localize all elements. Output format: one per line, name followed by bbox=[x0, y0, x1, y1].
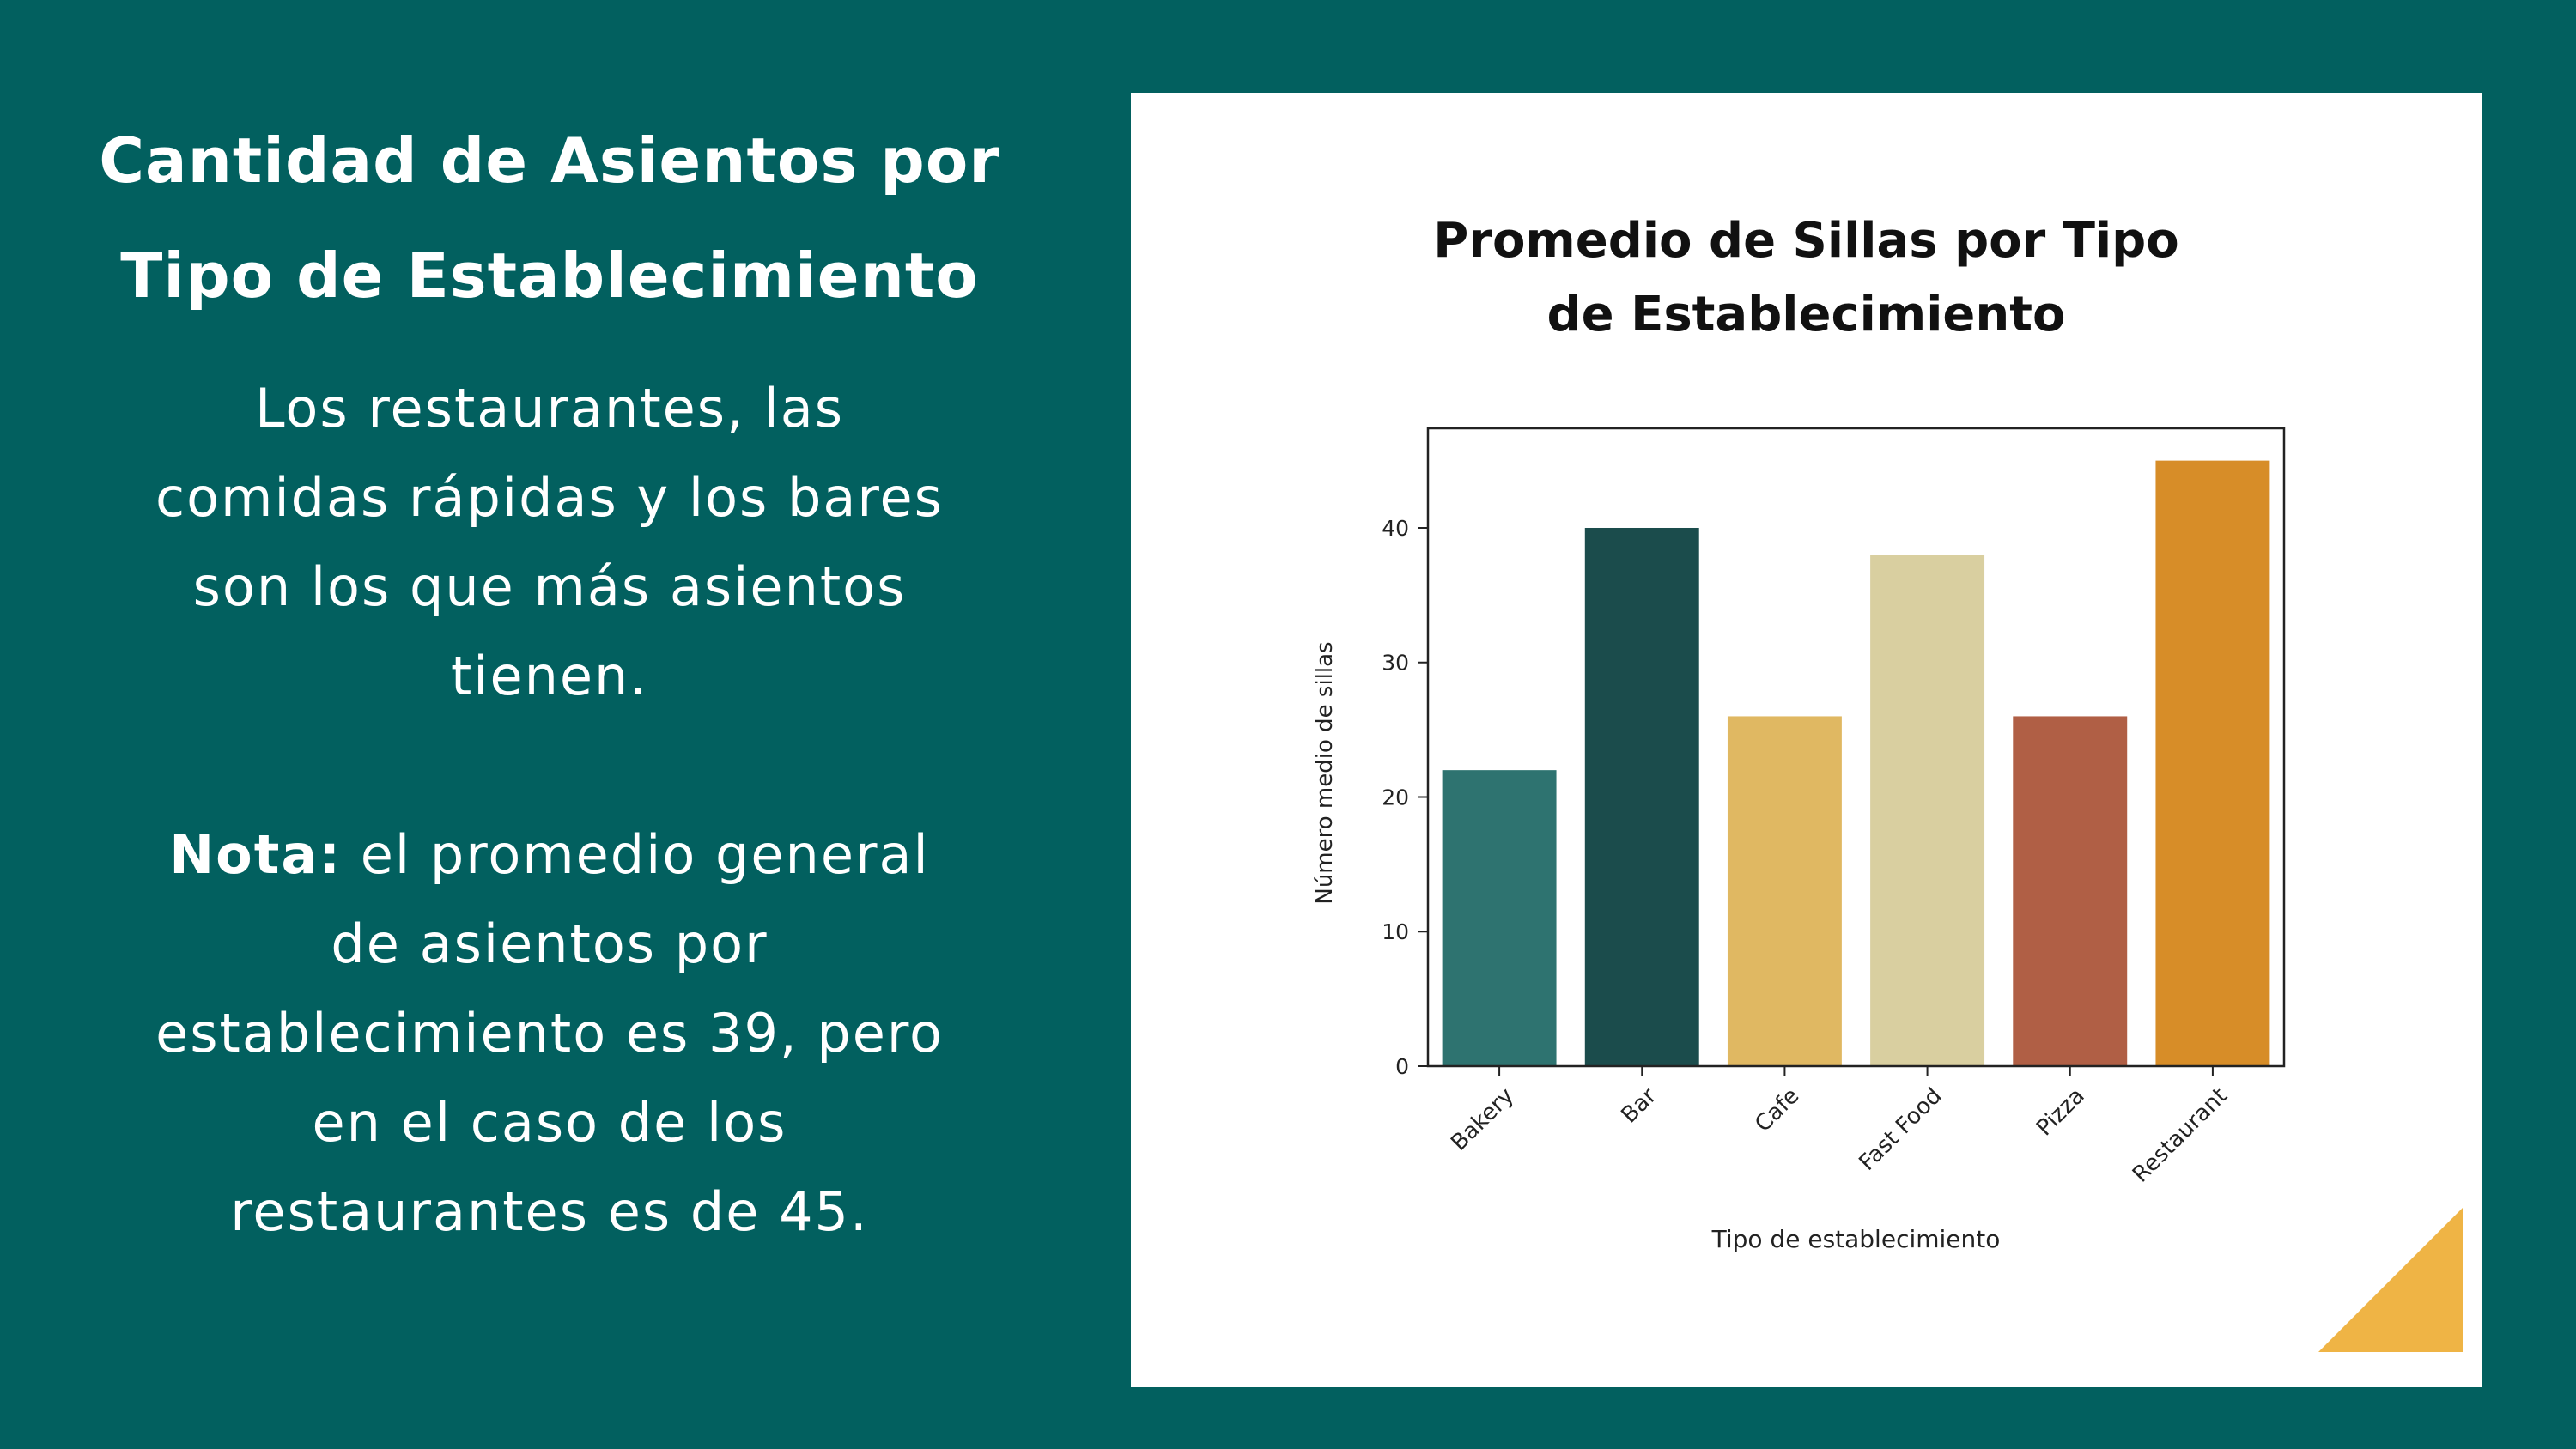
y-tick-label-20: 20 bbox=[1382, 785, 1409, 809]
note-line-1: Nota: el promedio general bbox=[77, 810, 1022, 900]
slide-heading-line-2: Tipo de Establecimiento bbox=[77, 218, 1022, 333]
bar-chart: 0 10 20 30 40 Bakery Bar Cafe Fast Food Pizza Rest… bbox=[1131, 93, 2482, 1387]
x-tick-label-fast-food: Fast Food bbox=[1854, 1083, 1947, 1176]
note-paragraph: Nota: el promedio general de asientos po… bbox=[77, 810, 1022, 1257]
summary-line-1: Los restaurantes, las bbox=[77, 364, 1022, 453]
bar-bakery bbox=[1443, 770, 1557, 1066]
bar-restaurant bbox=[2155, 461, 2269, 1066]
note-line-4: en el caso de los bbox=[77, 1078, 1022, 1167]
x-tick-label-bakery: Bakery bbox=[1446, 1083, 1519, 1156]
note-text-1: el promedio general bbox=[342, 823, 930, 886]
chart-card: Promedio de Sillas por Tipo de Estableci… bbox=[1131, 93, 2482, 1387]
bar-pizza bbox=[2013, 716, 2127, 1066]
x-tick-label-pizza: Pizza bbox=[2032, 1083, 2090, 1142]
y-axis-label: Número medio de sillas bbox=[1312, 641, 1338, 904]
left-text-panel: Cantidad de Asientos por Tipo de Estable… bbox=[77, 103, 1022, 1257]
note-line-2: de asientos por bbox=[77, 900, 1022, 989]
bar-bar bbox=[1585, 528, 1699, 1066]
y-tick-label-40: 40 bbox=[1382, 516, 1409, 541]
x-tick-label-cafe: Cafe bbox=[1750, 1083, 1804, 1137]
slide-heading-line-1: Cantidad de Asientos por bbox=[77, 103, 1022, 218]
y-tick-label-10: 10 bbox=[1382, 919, 1409, 944]
bar-cafe bbox=[1728, 716, 1842, 1066]
note-line-5: restaurantes es de 45. bbox=[77, 1167, 1022, 1257]
y-tick-label-30: 30 bbox=[1382, 651, 1409, 676]
summary-line-3: son los que más asientos bbox=[77, 543, 1022, 632]
x-tick-label-bar: Bar bbox=[1617, 1083, 1662, 1129]
x-axis-label: Tipo de establecimiento bbox=[1711, 1225, 2001, 1253]
summary-line-4: tienen. bbox=[77, 632, 1022, 721]
summary-paragraph: Los restaurantes, las comidas rápidas y … bbox=[77, 364, 1022, 1257]
note-line-3: establecimiento es 39, pero bbox=[77, 989, 1022, 1078]
x-tick-label-restaurant: Restaurant bbox=[2128, 1083, 2233, 1188]
summary-line-2: comidas rápidas y los bares bbox=[77, 453, 1022, 543]
note-label: Nota: bbox=[169, 823, 342, 886]
slide-heading: Cantidad de Asientos por Tipo de Estable… bbox=[77, 103, 1022, 333]
y-tick-label-0: 0 bbox=[1395, 1054, 1409, 1079]
bar-fast-food bbox=[1870, 555, 1984, 1066]
